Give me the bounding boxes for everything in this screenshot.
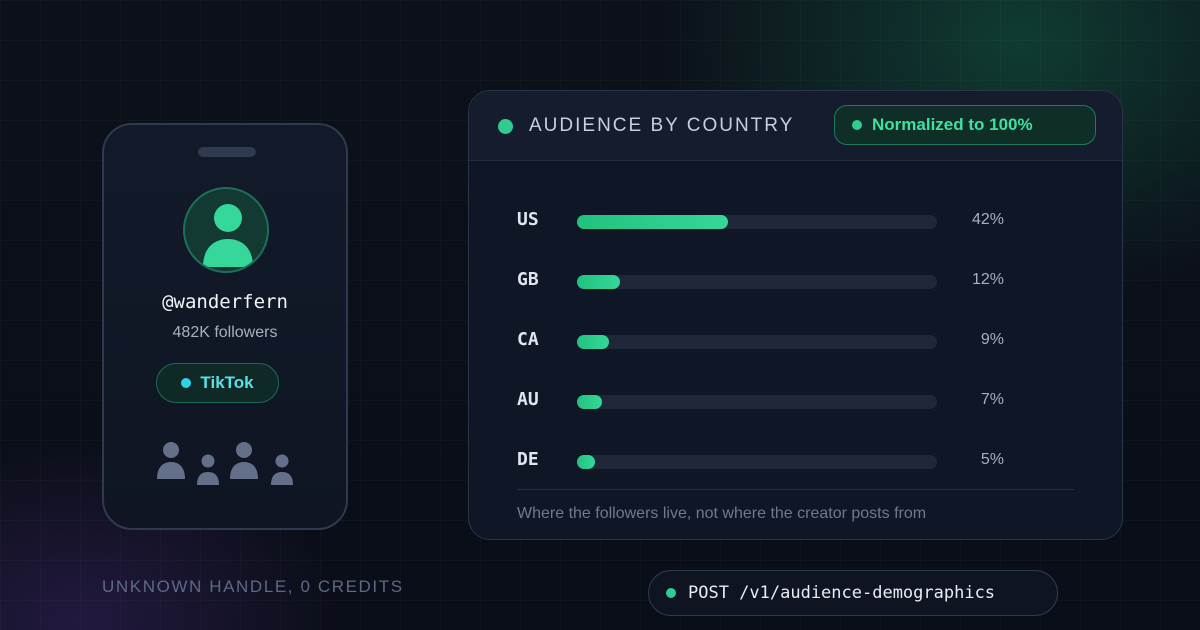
divider	[517, 489, 1074, 490]
card-header: AUDIENCE BY COUNTRY Normalized to 100%	[469, 91, 1122, 161]
endpoint-dot-icon	[666, 588, 676, 598]
badge-dot-icon	[852, 120, 862, 130]
country-code: AU	[517, 389, 539, 410]
api-endpoint-pill: POST /v1/audience-demographics	[648, 570, 1058, 616]
card-footnote: Where the followers live, not where the …	[517, 505, 927, 522]
bar-value-label: 5%	[980, 451, 1004, 468]
bar-fill	[577, 275, 621, 289]
creator-handle: @wanderfern	[162, 291, 288, 313]
audience-card: AUDIENCE BY COUNTRY Normalized to 100% U…	[468, 90, 1123, 540]
country-code: CA	[517, 329, 539, 350]
country-code: GB	[517, 269, 539, 290]
bar-track	[577, 395, 937, 409]
bar-value-label: 42%	[971, 211, 1004, 228]
card-title: AUDIENCE BY COUNTRY	[529, 115, 795, 136]
bar-track	[577, 335, 937, 349]
country-row: US 42%	[469, 207, 1122, 237]
bar-fill	[577, 335, 610, 349]
bar-fill	[577, 395, 603, 409]
avatar	[183, 187, 269, 273]
normalized-badge: Normalized to 100%	[834, 105, 1096, 145]
platform-label: TikTok	[200, 373, 254, 392]
country-code: DE	[517, 449, 539, 470]
bar-track	[577, 455, 937, 469]
country-code: US	[517, 209, 539, 230]
user-icon	[203, 204, 253, 267]
bar-track	[577, 275, 937, 289]
country-row: GB 12%	[469, 267, 1122, 297]
country-row: AU 7%	[469, 387, 1122, 417]
bar-value-label: 7%	[980, 391, 1004, 408]
bar-track	[577, 215, 937, 229]
platform-dot-icon	[181, 378, 192, 388]
people-icon	[157, 442, 293, 485]
country-row: DE 5%	[469, 447, 1122, 477]
country-row: CA 9%	[469, 327, 1122, 357]
phone-notch	[198, 147, 256, 157]
bar-value-label: 9%	[980, 331, 1004, 348]
credits-caption: UNKNOWN HANDLE, 0 CREDITS	[102, 577, 404, 596]
bar-fill	[577, 455, 595, 469]
follower-count: 482K followers	[172, 324, 278, 341]
bar-fill	[577, 215, 729, 229]
phone-profile-card: @wanderfern 482K followers TikTok	[102, 123, 348, 530]
endpoint-label: POST /v1/audience-demographics	[688, 583, 996, 603]
bar-value-label: 12%	[971, 271, 1004, 288]
platform-badge: TikTok	[156, 363, 279, 403]
normalized-badge-label: Normalized to 100%	[872, 115, 1033, 134]
status-dot-icon	[498, 119, 513, 134]
